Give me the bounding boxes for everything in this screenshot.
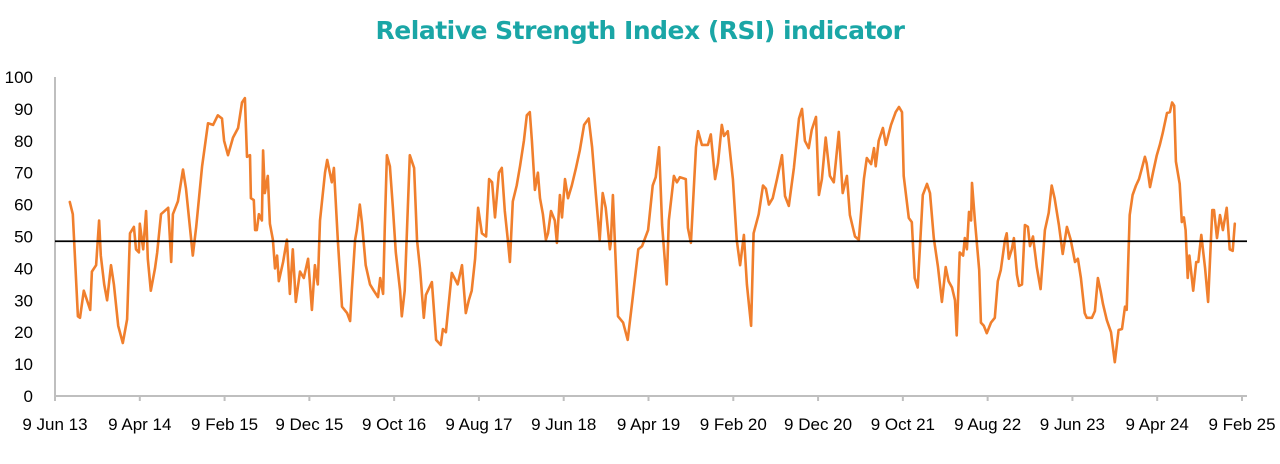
x-tick-label: 9 Feb 20: [700, 415, 767, 434]
x-tick-label: 9 Aug 22: [954, 415, 1021, 434]
series-layer: [68, 96, 1237, 364]
y-tick-label: 70: [14, 164, 33, 183]
y-tick-label: 100: [5, 68, 33, 87]
x-tick-label: 9 Apr 14: [108, 415, 171, 434]
y-tick-label: 90: [14, 100, 33, 119]
chart-title: Relative Strength Index (RSI) indicator: [375, 16, 905, 45]
y-tick-label: 80: [14, 132, 33, 151]
x-tick-label: 9 Dec 15: [275, 415, 343, 434]
x-tick-label: 9 Oct 16: [362, 415, 426, 434]
x-tick-label: 9 Apr 24: [1126, 415, 1189, 434]
x-tick-label: 9 Feb 25: [1208, 415, 1275, 434]
y-tick-label: 50: [14, 228, 33, 247]
y-tick-label: 30: [14, 291, 33, 310]
x-tick-label: 9 Jun 23: [1040, 415, 1105, 434]
x-tick-label: 9 Aug 17: [445, 415, 512, 434]
y-tick-label: 20: [14, 323, 33, 342]
x-tick-label: 9 Oct 21: [871, 415, 935, 434]
x-tick-label: 9 Apr 19: [617, 415, 680, 434]
y-tick-label: 10: [14, 355, 33, 374]
x-tick-label: 9 Jun 18: [531, 415, 596, 434]
x-tick-label: 9 Jun 13: [22, 415, 87, 434]
x-tick-label: 9 Dec 20: [784, 415, 852, 434]
x-axis: 9 Jun 13 9 Apr 14 9 Feb 15 9 Dec 15 9 Oct 16…: [22, 395, 1276, 434]
y-tick-label: 60: [14, 196, 33, 215]
rsi-series-line: [68, 96, 1237, 364]
y-tick-label: 40: [14, 259, 33, 278]
x-tick-label: 9 Feb 15: [191, 415, 258, 434]
y-tick-label: 0: [24, 387, 33, 406]
y-axis: 0 10 20 30 40 50 60 70 80 90 100: [5, 68, 56, 406]
